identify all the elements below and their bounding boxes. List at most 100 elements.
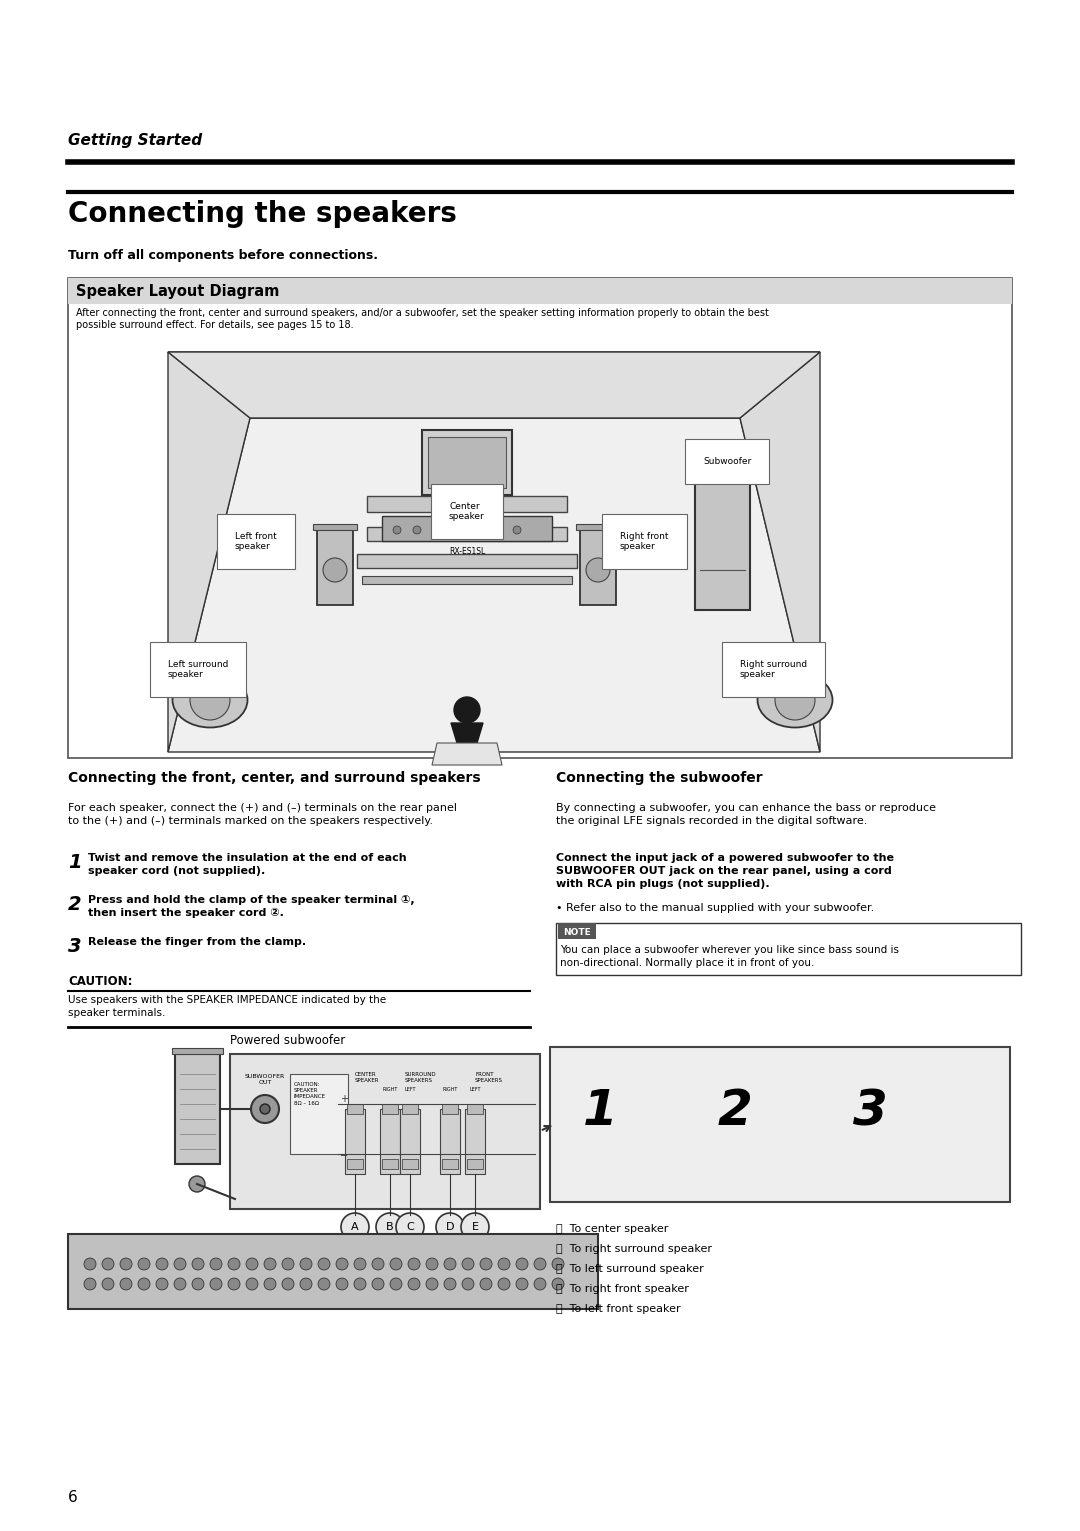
Text: SUBWOOFER
OUT: SUBWOOFER OUT xyxy=(245,1075,285,1085)
Circle shape xyxy=(408,1278,420,1291)
Circle shape xyxy=(174,1278,186,1291)
Circle shape xyxy=(102,1258,114,1271)
Circle shape xyxy=(498,1258,510,1271)
Text: Connecting the subwoofer: Connecting the subwoofer xyxy=(556,772,762,785)
Circle shape xyxy=(454,697,480,723)
Circle shape xyxy=(390,1258,402,1271)
Circle shape xyxy=(480,1258,492,1271)
Polygon shape xyxy=(168,352,820,418)
Circle shape xyxy=(534,1258,546,1271)
Text: Twist and remove the insulation at the end of each
speaker cord (not supplied).: Twist and remove the insulation at the e… xyxy=(87,853,407,876)
Bar xyxy=(692,462,753,470)
Bar xyxy=(382,1159,399,1170)
Bar xyxy=(362,576,572,583)
Circle shape xyxy=(498,1278,510,1291)
Circle shape xyxy=(480,1278,492,1291)
Bar xyxy=(367,496,567,511)
Circle shape xyxy=(433,527,441,534)
Bar xyxy=(380,1108,400,1174)
Text: Ⓒ  To left surround speaker: Ⓒ To left surround speaker xyxy=(556,1265,704,1274)
Text: RIGHT: RIGHT xyxy=(382,1087,397,1092)
Text: D: D xyxy=(446,1222,455,1232)
Text: NOTE: NOTE xyxy=(563,928,591,937)
Bar xyxy=(576,524,620,530)
Bar xyxy=(313,524,357,530)
Bar xyxy=(556,923,1021,975)
Text: B: B xyxy=(387,1222,394,1232)
Circle shape xyxy=(120,1258,132,1271)
Circle shape xyxy=(138,1258,150,1271)
Circle shape xyxy=(413,527,421,534)
Circle shape xyxy=(376,1213,404,1242)
Circle shape xyxy=(260,1104,270,1115)
Bar xyxy=(230,1053,540,1209)
Ellipse shape xyxy=(757,672,833,727)
Circle shape xyxy=(396,1213,424,1242)
Text: Subwoofer: Subwoofer xyxy=(703,456,752,465)
Polygon shape xyxy=(432,743,502,766)
Bar xyxy=(428,436,507,488)
Polygon shape xyxy=(740,352,820,752)
Bar xyxy=(68,279,1012,758)
Bar xyxy=(467,1159,483,1170)
Circle shape xyxy=(210,1258,222,1271)
Circle shape xyxy=(102,1278,114,1291)
Circle shape xyxy=(444,1278,456,1291)
Text: Getting Started: Getting Started xyxy=(68,133,202,149)
Bar xyxy=(442,1104,458,1115)
Text: −: − xyxy=(340,1151,348,1160)
Circle shape xyxy=(426,1278,438,1291)
Circle shape xyxy=(393,527,401,534)
Circle shape xyxy=(156,1278,168,1291)
Bar xyxy=(291,1075,348,1154)
Circle shape xyxy=(189,1176,205,1193)
Circle shape xyxy=(552,1278,564,1291)
Text: Connecting the front, center, and surround speakers: Connecting the front, center, and surrou… xyxy=(68,772,481,785)
Circle shape xyxy=(228,1278,240,1291)
Text: Right surround
speaker: Right surround speaker xyxy=(740,660,807,680)
Circle shape xyxy=(192,1278,204,1291)
Circle shape xyxy=(192,1258,204,1271)
Text: Ⓐ  To center speaker: Ⓐ To center speaker xyxy=(556,1223,669,1234)
Circle shape xyxy=(174,1258,186,1271)
Circle shape xyxy=(516,1258,528,1271)
Circle shape xyxy=(492,527,501,534)
Text: Use speakers with the SPEAKER IMPEDANCE indicated by the
speaker terminals.: Use speakers with the SPEAKER IMPEDANCE … xyxy=(68,995,387,1018)
Text: RIGHT: RIGHT xyxy=(443,1087,458,1092)
Circle shape xyxy=(436,1213,464,1242)
Text: Turn off all components before connections.: Turn off all components before connectio… xyxy=(68,250,378,262)
Text: Right front
speaker: Right front speaker xyxy=(620,531,669,551)
Text: Ⓔ  To left front speaker: Ⓔ To left front speaker xyxy=(556,1304,680,1314)
Bar xyxy=(696,470,750,609)
Circle shape xyxy=(300,1278,312,1291)
Circle shape xyxy=(461,1213,489,1242)
Circle shape xyxy=(228,1258,240,1271)
Polygon shape xyxy=(168,352,249,752)
Bar xyxy=(382,516,552,540)
Bar xyxy=(367,527,567,540)
Text: Left surround
speaker: Left surround speaker xyxy=(168,660,228,680)
Text: A: A xyxy=(351,1222,359,1232)
Circle shape xyxy=(336,1278,348,1291)
Bar xyxy=(345,1108,365,1174)
Circle shape xyxy=(473,527,481,534)
Text: E: E xyxy=(472,1222,478,1232)
Bar xyxy=(402,1104,418,1115)
Text: After connecting the front, center and surround speakers, and/or a subwoofer, se: After connecting the front, center and s… xyxy=(76,308,769,318)
Circle shape xyxy=(453,527,461,534)
Bar xyxy=(438,490,495,508)
Polygon shape xyxy=(168,418,820,752)
Text: LEFT: LEFT xyxy=(404,1087,416,1092)
Text: Left front
speaker: Left front speaker xyxy=(235,531,276,551)
Text: Connect the input jack of a powered subwoofer to the
SUBWOOFER OUT jack on the r: Connect the input jack of a powered subw… xyxy=(556,853,894,890)
Text: 6: 6 xyxy=(68,1490,78,1505)
Bar xyxy=(357,554,577,568)
Circle shape xyxy=(462,1278,474,1291)
Circle shape xyxy=(586,557,610,582)
Text: 3: 3 xyxy=(852,1087,888,1134)
Circle shape xyxy=(210,1278,222,1291)
Bar xyxy=(68,1234,598,1309)
Text: CENTER
SPEAKER: CENTER SPEAKER xyxy=(355,1072,379,1082)
Circle shape xyxy=(156,1258,168,1271)
Circle shape xyxy=(354,1258,366,1271)
